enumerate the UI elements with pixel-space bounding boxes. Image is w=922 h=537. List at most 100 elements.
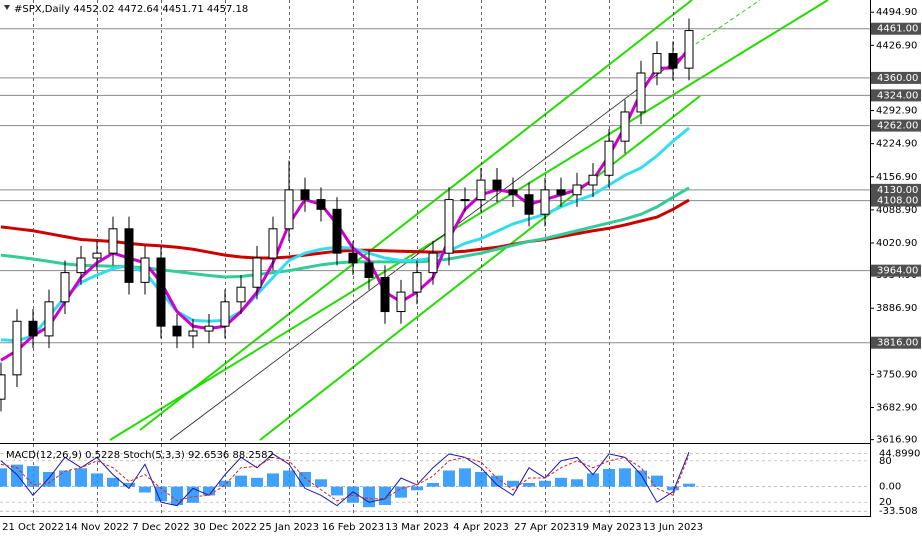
stoch-line — [0, 451, 690, 507]
candle-body — [204, 325, 214, 332]
macd-bar — [523, 482, 535, 487]
x-tick-label: 21 Oct 2022 — [2, 522, 64, 533]
x-tick-label: 19 May 2023 — [576, 522, 641, 533]
channels — [109, 0, 829, 441]
level-box — [871, 183, 921, 196]
candle-body — [108, 228, 118, 254]
y-tick-label: 4426.90 — [876, 40, 917, 51]
candle-body — [28, 320, 38, 337]
macd-bar — [475, 471, 487, 487]
macd-bar — [619, 468, 631, 487]
candle-body — [668, 53, 678, 69]
x-tick-label: 13 Jun 2023 — [643, 522, 703, 533]
level-label: 4130.00 — [877, 185, 918, 196]
trend-line — [169, 49, 691, 441]
candle-body — [300, 189, 310, 201]
y2-tick-label: -33.508 — [879, 506, 918, 517]
level-box — [871, 336, 921, 349]
candle-body — [60, 272, 70, 303]
macd-bar — [395, 486, 407, 498]
macd-bar — [315, 479, 327, 487]
level-box — [871, 119, 921, 132]
candle-body — [140, 257, 150, 283]
candle-body — [684, 30, 694, 69]
macd-bar — [379, 486, 391, 505]
macd-bar — [411, 486, 423, 491]
y-tick-label: 4292.90 — [876, 106, 917, 117]
ma-line — [0, 186, 690, 279]
candle-body — [348, 252, 358, 264]
macd-bar — [251, 477, 263, 487]
y-tick-label: 4020.90 — [876, 238, 917, 249]
candle-body — [332, 208, 342, 254]
macd-bar — [427, 482, 439, 487]
level-label: 3964.00 — [877, 266, 918, 277]
macd-bar — [507, 480, 519, 487]
macd-bar — [603, 469, 615, 487]
level-label: 4262.00 — [877, 121, 918, 132]
candle-body — [380, 276, 390, 313]
candle-body — [396, 291, 406, 313]
level-box — [871, 22, 921, 35]
y-tick-label: 20 — [879, 497, 892, 508]
candle-body — [636, 72, 646, 113]
candle-body — [220, 301, 230, 327]
candle-body — [508, 189, 518, 196]
macd-bar — [667, 486, 679, 491]
candle-body — [524, 194, 534, 215]
channel-upper — [139, 0, 693, 431]
candle-body — [652, 53, 662, 74]
candle-body — [428, 252, 438, 274]
macd-bar — [75, 468, 87, 487]
macd-bar — [571, 479, 583, 487]
candle-body — [124, 228, 134, 283]
candle-body — [492, 179, 502, 191]
level-label: 3816.00 — [877, 338, 918, 349]
macd-bar — [187, 486, 199, 503]
x-tick-label: 4 Apr 2023 — [453, 522, 508, 533]
macd-bar — [59, 470, 71, 487]
candle-body — [268, 228, 278, 259]
x-tick-label: 30 Dec 2022 — [193, 522, 257, 533]
candle-body — [172, 325, 182, 337]
candle-body — [412, 272, 422, 293]
level-box — [871, 194, 921, 207]
macd-bar — [139, 486, 151, 493]
stoch-line — [0, 454, 690, 502]
y-tick-label: 3886.90 — [876, 303, 917, 314]
macd-bar — [123, 482, 135, 487]
macd-bar — [171, 486, 183, 505]
indicator-title: MACD(12,26,9) 0.5228 Stoch(5,3,3) 92.653… — [6, 450, 274, 461]
macd-bar — [347, 486, 359, 503]
candle-body — [0, 374, 6, 400]
level-label: 4461.00 — [877, 24, 918, 35]
candle-body — [44, 301, 54, 337]
macd-bar — [27, 466, 39, 487]
candle-body — [540, 189, 550, 215]
macd-bar — [651, 475, 663, 487]
candle-body — [236, 286, 246, 303]
candle-body — [604, 140, 614, 176]
candle-body — [364, 262, 374, 278]
candle-body — [460, 199, 470, 202]
x-tick-label: 25 Jan 2023 — [259, 522, 319, 533]
level-label: 4108.00 — [877, 196, 918, 207]
candle-body — [620, 111, 630, 142]
candle-body — [588, 174, 598, 186]
macd-bar — [683, 483, 695, 487]
y-tick-label: 4088.90 — [876, 205, 917, 216]
level-label: 4360.00 — [877, 73, 918, 84]
trend-projection — [689, 0, 761, 49]
x-tick-label: 14 Nov 2022 — [65, 522, 129, 533]
macd-bar — [331, 486, 343, 496]
candle-body — [444, 199, 454, 254]
candle-body — [92, 252, 102, 259]
menu-icon — [4, 5, 10, 10]
macd-bar — [539, 480, 551, 487]
level-box — [871, 264, 921, 277]
macd-bar — [0, 468, 7, 487]
level-box — [871, 89, 921, 102]
macd-bar — [635, 470, 647, 487]
chart-title: #SPX,Daily 4452.02 4472.64 4451.71 4457.… — [14, 4, 248, 15]
